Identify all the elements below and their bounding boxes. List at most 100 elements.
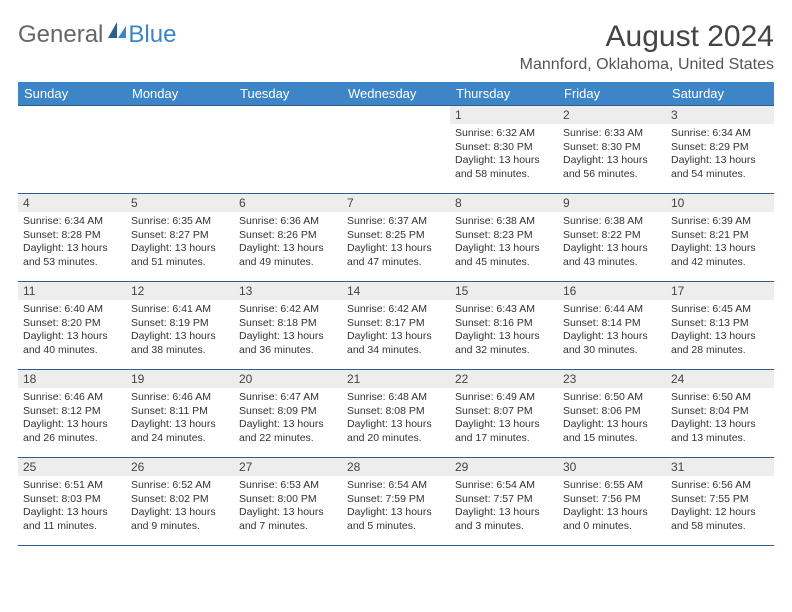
- day-number: [18, 106, 126, 124]
- day-details: Sunrise: 6:34 AMSunset: 8:28 PMDaylight:…: [18, 212, 126, 272]
- day-details: Sunrise: 6:35 AMSunset: 8:27 PMDaylight:…: [126, 212, 234, 272]
- day-details: Sunrise: 6:37 AMSunset: 8:25 PMDaylight:…: [342, 212, 450, 272]
- calendar-day-cell: 30Sunrise: 6:55 AMSunset: 7:56 PMDayligh…: [558, 458, 666, 546]
- day-details: Sunrise: 6:32 AMSunset: 8:30 PMDaylight:…: [450, 124, 558, 184]
- calendar-week-row: 1Sunrise: 6:32 AMSunset: 8:30 PMDaylight…: [18, 106, 774, 194]
- day-details: Sunrise: 6:47 AMSunset: 8:09 PMDaylight:…: [234, 388, 342, 448]
- day-header: Thursday: [450, 82, 558, 106]
- day-number: 5: [126, 194, 234, 212]
- day-header: Saturday: [666, 82, 774, 106]
- calendar-week-row: 25Sunrise: 6:51 AMSunset: 8:03 PMDayligh…: [18, 458, 774, 546]
- title-block: August 2024 Mannford, Oklahoma, United S…: [520, 20, 774, 74]
- calendar-day-cell: 29Sunrise: 6:54 AMSunset: 7:57 PMDayligh…: [450, 458, 558, 546]
- day-number: 13: [234, 282, 342, 300]
- day-details: Sunrise: 6:36 AMSunset: 8:26 PMDaylight:…: [234, 212, 342, 272]
- calendar-day-cell: 31Sunrise: 6:56 AMSunset: 7:55 PMDayligh…: [666, 458, 774, 546]
- calendar-day-cell: 28Sunrise: 6:54 AMSunset: 7:59 PMDayligh…: [342, 458, 450, 546]
- day-number: 31: [666, 458, 774, 476]
- calendar-day-cell: 15Sunrise: 6:43 AMSunset: 8:16 PMDayligh…: [450, 282, 558, 370]
- day-details: Sunrise: 6:53 AMSunset: 8:00 PMDaylight:…: [234, 476, 342, 536]
- day-number: 3: [666, 106, 774, 124]
- calendar-day-cell: 1Sunrise: 6:32 AMSunset: 8:30 PMDaylight…: [450, 106, 558, 194]
- logo-sail-icon: [106, 20, 128, 49]
- day-details: Sunrise: 6:52 AMSunset: 8:02 PMDaylight:…: [126, 476, 234, 536]
- day-number: 27: [234, 458, 342, 476]
- day-number: 1: [450, 106, 558, 124]
- day-number: 15: [450, 282, 558, 300]
- day-number: 10: [666, 194, 774, 212]
- day-number: 28: [342, 458, 450, 476]
- day-details: Sunrise: 6:56 AMSunset: 7:55 PMDaylight:…: [666, 476, 774, 536]
- calendar-day-cell: 11Sunrise: 6:40 AMSunset: 8:20 PMDayligh…: [18, 282, 126, 370]
- day-number: 8: [450, 194, 558, 212]
- calendar-day-cell: [342, 106, 450, 194]
- day-number: 11: [18, 282, 126, 300]
- day-number: 7: [342, 194, 450, 212]
- calendar-day-cell: 16Sunrise: 6:44 AMSunset: 8:14 PMDayligh…: [558, 282, 666, 370]
- calendar-day-cell: 25Sunrise: 6:51 AMSunset: 8:03 PMDayligh…: [18, 458, 126, 546]
- calendar-table: SundayMondayTuesdayWednesdayThursdayFrid…: [18, 82, 774, 546]
- calendar-day-cell: 18Sunrise: 6:46 AMSunset: 8:12 PMDayligh…: [18, 370, 126, 458]
- location-subtitle: Mannford, Oklahoma, United States: [520, 56, 774, 74]
- day-details: Sunrise: 6:40 AMSunset: 8:20 PMDaylight:…: [18, 300, 126, 360]
- calendar-day-cell: [234, 106, 342, 194]
- day-details: Sunrise: 6:50 AMSunset: 8:04 PMDaylight:…: [666, 388, 774, 448]
- day-number: 20: [234, 370, 342, 388]
- day-number: 17: [666, 282, 774, 300]
- calendar-day-cell: 26Sunrise: 6:52 AMSunset: 8:02 PMDayligh…: [126, 458, 234, 546]
- day-number: 25: [18, 458, 126, 476]
- calendar-day-cell: [126, 106, 234, 194]
- day-number: 30: [558, 458, 666, 476]
- logo-text-general: General: [18, 21, 103, 49]
- day-number: 16: [558, 282, 666, 300]
- day-details: Sunrise: 6:34 AMSunset: 8:29 PMDaylight:…: [666, 124, 774, 184]
- day-details: Sunrise: 6:38 AMSunset: 8:22 PMDaylight:…: [558, 212, 666, 272]
- day-details: Sunrise: 6:54 AMSunset: 7:59 PMDaylight:…: [342, 476, 450, 536]
- calendar-day-cell: 4Sunrise: 6:34 AMSunset: 8:28 PMDaylight…: [18, 194, 126, 282]
- calendar-day-cell: 3Sunrise: 6:34 AMSunset: 8:29 PMDaylight…: [666, 106, 774, 194]
- calendar-day-cell: 19Sunrise: 6:46 AMSunset: 8:11 PMDayligh…: [126, 370, 234, 458]
- calendar-day-cell: 27Sunrise: 6:53 AMSunset: 8:00 PMDayligh…: [234, 458, 342, 546]
- day-details: Sunrise: 6:46 AMSunset: 8:11 PMDaylight:…: [126, 388, 234, 448]
- logo-text-blue: Blue: [128, 21, 176, 49]
- day-number: [126, 106, 234, 124]
- day-number: 14: [342, 282, 450, 300]
- day-details: Sunrise: 6:46 AMSunset: 8:12 PMDaylight:…: [18, 388, 126, 448]
- day-number: 12: [126, 282, 234, 300]
- calendar-day-cell: 22Sunrise: 6:49 AMSunset: 8:07 PMDayligh…: [450, 370, 558, 458]
- day-details: Sunrise: 6:50 AMSunset: 8:06 PMDaylight:…: [558, 388, 666, 448]
- calendar-week-row: 4Sunrise: 6:34 AMSunset: 8:28 PMDaylight…: [18, 194, 774, 282]
- day-header-row: SundayMondayTuesdayWednesdayThursdayFrid…: [18, 82, 774, 106]
- day-details: Sunrise: 6:49 AMSunset: 8:07 PMDaylight:…: [450, 388, 558, 448]
- calendar-day-cell: 8Sunrise: 6:38 AMSunset: 8:23 PMDaylight…: [450, 194, 558, 282]
- day-details: Sunrise: 6:51 AMSunset: 8:03 PMDaylight:…: [18, 476, 126, 536]
- day-details: Sunrise: 6:33 AMSunset: 8:30 PMDaylight:…: [558, 124, 666, 184]
- day-header: Monday: [126, 82, 234, 106]
- calendar-day-cell: 13Sunrise: 6:42 AMSunset: 8:18 PMDayligh…: [234, 282, 342, 370]
- day-details: Sunrise: 6:44 AMSunset: 8:14 PMDaylight:…: [558, 300, 666, 360]
- day-details: Sunrise: 6:42 AMSunset: 8:17 PMDaylight:…: [342, 300, 450, 360]
- day-number: 18: [18, 370, 126, 388]
- day-number: 4: [18, 194, 126, 212]
- day-number: 24: [666, 370, 774, 388]
- calendar-day-cell: 5Sunrise: 6:35 AMSunset: 8:27 PMDaylight…: [126, 194, 234, 282]
- day-details: Sunrise: 6:42 AMSunset: 8:18 PMDaylight:…: [234, 300, 342, 360]
- day-number: 26: [126, 458, 234, 476]
- day-number: [234, 106, 342, 124]
- day-details: Sunrise: 6:48 AMSunset: 8:08 PMDaylight:…: [342, 388, 450, 448]
- calendar-week-row: 18Sunrise: 6:46 AMSunset: 8:12 PMDayligh…: [18, 370, 774, 458]
- page-header: General Blue August 2024 Mannford, Oklah…: [18, 20, 774, 74]
- calendar-day-cell: 23Sunrise: 6:50 AMSunset: 8:06 PMDayligh…: [558, 370, 666, 458]
- calendar-day-cell: [18, 106, 126, 194]
- day-details: Sunrise: 6:55 AMSunset: 7:56 PMDaylight:…: [558, 476, 666, 536]
- day-header: Tuesday: [234, 82, 342, 106]
- calendar-day-cell: 12Sunrise: 6:41 AMSunset: 8:19 PMDayligh…: [126, 282, 234, 370]
- day-number: 21: [342, 370, 450, 388]
- month-title: August 2024: [520, 20, 774, 54]
- calendar-day-cell: 7Sunrise: 6:37 AMSunset: 8:25 PMDaylight…: [342, 194, 450, 282]
- calendar-day-cell: 10Sunrise: 6:39 AMSunset: 8:21 PMDayligh…: [666, 194, 774, 282]
- day-header: Wednesday: [342, 82, 450, 106]
- day-number: 23: [558, 370, 666, 388]
- calendar-day-cell: 14Sunrise: 6:42 AMSunset: 8:17 PMDayligh…: [342, 282, 450, 370]
- day-header: Friday: [558, 82, 666, 106]
